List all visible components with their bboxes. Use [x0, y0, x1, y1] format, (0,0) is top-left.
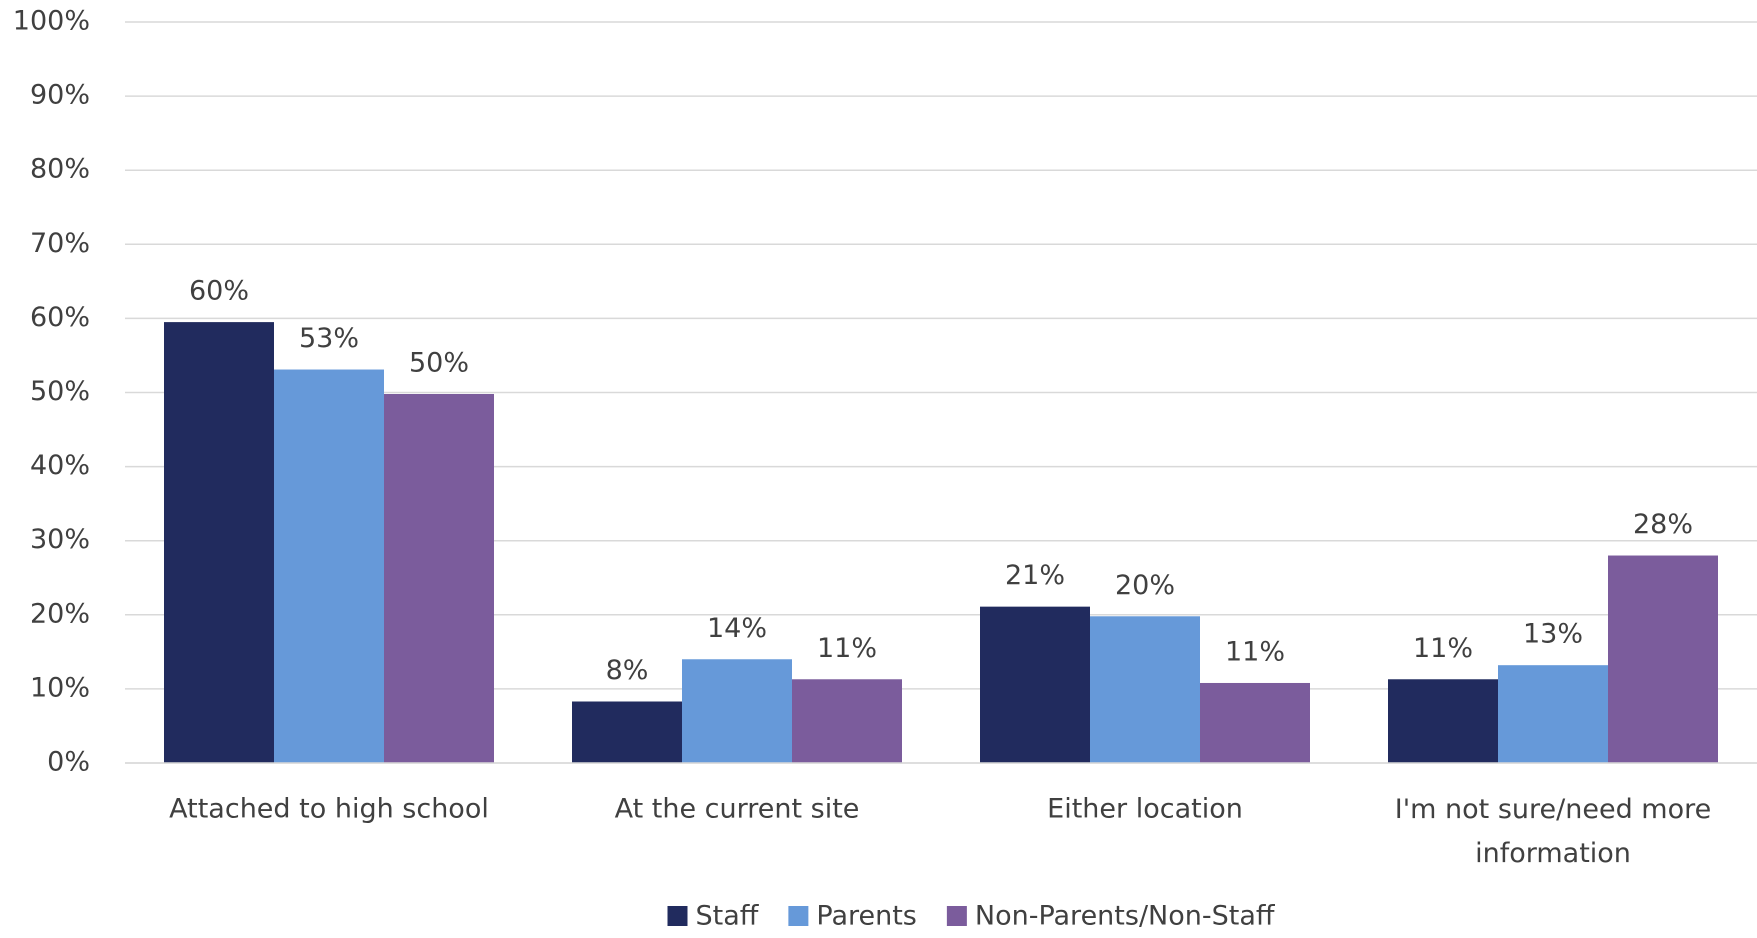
- x-tick-label: Attached to high school: [169, 794, 489, 825]
- bar: [1498, 665, 1608, 763]
- legend-label: Staff: [696, 901, 760, 932]
- data-label: 21%: [1005, 560, 1065, 591]
- bar: [1388, 679, 1498, 763]
- bar: [792, 679, 902, 763]
- data-label: 8%: [606, 655, 649, 686]
- x-tick-label: At the current site: [615, 794, 860, 825]
- y-tick-label: 80%: [30, 154, 90, 185]
- x-tick-label: I'm not sure/need more information: [1395, 794, 1711, 869]
- data-label: 28%: [1633, 509, 1693, 540]
- bar: [384, 393, 494, 763]
- bar: [682, 659, 792, 763]
- legend-swatch: [667, 906, 688, 926]
- data-label: 11%: [817, 633, 877, 664]
- data-label: 13%: [1523, 619, 1583, 650]
- bar: [274, 369, 384, 763]
- data-label: 50%: [409, 347, 469, 378]
- legend-label: Non-Parents/Non-Staff: [975, 901, 1276, 932]
- y-tick-label: 60%: [30, 302, 90, 333]
- data-label: 60%: [189, 276, 249, 307]
- data-label: 14%: [707, 613, 767, 644]
- legend-swatch: [788, 906, 809, 926]
- legend-swatch: [946, 906, 967, 926]
- bar: [164, 322, 274, 763]
- legend-label: Parents: [816, 901, 917, 932]
- y-tick-label: 90%: [30, 80, 90, 111]
- bar: [980, 606, 1090, 763]
- y-tick-label: 70%: [30, 228, 90, 259]
- bar: [1608, 555, 1718, 763]
- data-label: 20%: [1115, 570, 1175, 601]
- y-tick-label: 30%: [30, 524, 90, 555]
- data-label: 11%: [1413, 633, 1473, 664]
- data-label: 53%: [299, 323, 359, 354]
- y-tick-label: 50%: [30, 376, 90, 407]
- bar: [1090, 616, 1200, 763]
- x-tick-label: Either location: [1047, 794, 1243, 825]
- y-tick-label: 20%: [30, 598, 90, 629]
- bar: [572, 701, 682, 763]
- bar: [1200, 682, 1310, 763]
- y-tick-label: 10%: [30, 672, 90, 703]
- y-tick-label: 0%: [47, 747, 90, 778]
- y-tick-label: 100%: [13, 6, 90, 37]
- data-label: 11%: [1225, 636, 1285, 667]
- y-tick-label: 40%: [30, 450, 90, 481]
